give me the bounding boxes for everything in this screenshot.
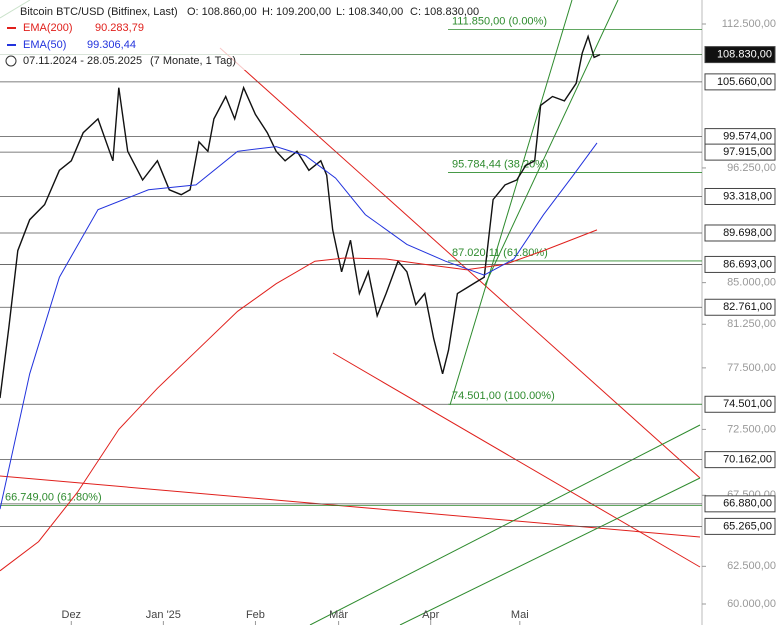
level-label: 108.830,00 (717, 49, 772, 61)
level-label: 93.318,00 (723, 190, 772, 202)
clock-icon (5, 55, 17, 67)
y-tick-label: 112.500,00 (722, 18, 776, 30)
trend-lines (0, 0, 701, 625)
legend-swatch (7, 27, 16, 29)
fib-label: 87.020,11 (61.80%) (452, 247, 548, 259)
ohlc: C: 108.830,00 (410, 6, 479, 18)
ohlc: O: 108.860,00 (187, 6, 257, 18)
ohlc: H: 109.200,00 (262, 6, 331, 18)
level-label: 89.698,00 (723, 227, 772, 239)
fib-label: 66.749,00 (61.80%) (5, 492, 102, 504)
legend-value: 90.283,79 (95, 22, 144, 34)
y-tick-label: 96.250,00 (727, 162, 776, 174)
level-label: 70.162,00 (723, 454, 772, 466)
legend: Bitcoin BTC/USD (Bitfinex, Last) O: 108.… (0, 0, 479, 70)
x-tick-label: Mai (511, 609, 529, 621)
trend-line (449, 0, 573, 406)
level-label: 74.501,00 (723, 398, 772, 410)
level-box (704, 255, 776, 273)
x-tick-label: Dez (62, 609, 82, 621)
title: Bitcoin BTC/USD (Bitfinex, Last) (20, 6, 178, 18)
legend-entry: EMA(200) (23, 22, 73, 34)
level-box (704, 224, 776, 242)
y-tick-label: 62.500,00 (727, 560, 776, 572)
x-tick-label: Jan '25 (146, 609, 181, 621)
level-label: 97.915,00 (723, 146, 772, 158)
date-range: 07.11.2024 - 28.05.2025 (23, 55, 142, 67)
fib-label: 111.850,00 (0.00%) (452, 15, 547, 27)
ema-line (0, 142, 598, 510)
level-label: 82.761,00 (723, 301, 772, 313)
level-box (704, 495, 776, 513)
legend-entry: EMA(50) (23, 39, 66, 51)
level-box (704, 46, 776, 64)
ema-line (0, 229, 598, 572)
level-label: 86.693,00 (723, 258, 772, 270)
trend-line (219, 47, 701, 479)
level-box (704, 451, 776, 469)
x-tick-label: Mär (329, 609, 348, 621)
y-tick-label: 77.500,00 (727, 362, 776, 374)
level-label: 99.574,00 (723, 131, 772, 143)
legend-value: 99.306,44 (87, 39, 136, 51)
level-label: 66.880,00 (723, 498, 772, 510)
level-box (704, 298, 776, 316)
trend-line (484, 0, 619, 286)
legend-bg (0, 0, 300, 70)
level-label: 65.265,00 (723, 520, 772, 532)
level-box (704, 143, 776, 161)
y-tick-label: 81.250,00 (727, 318, 776, 330)
level-box (704, 395, 776, 413)
level-box (704, 517, 776, 535)
level-box (704, 187, 776, 205)
x-tick-label: Apr (422, 609, 439, 621)
plot: 112.500,00 96.250,00 85.000,00 81.250,00 77.… (0, 15, 776, 625)
level-label: 105.660,00 (717, 76, 772, 88)
y-tick-label: 72.500,00 (727, 423, 776, 435)
trend-line (0, 475, 701, 538)
price-line (0, 34, 601, 399)
x-tick-label: Feb (246, 609, 265, 621)
y-tick-label: 85.000,00 (727, 277, 776, 289)
fib-label: 74.501,00 (100.00%) (452, 390, 555, 402)
date-range-note: (7 Monate, 1 Tag) (150, 55, 236, 67)
level-box (704, 73, 776, 91)
trend-line (399, 477, 701, 625)
ohlc: L: 108.340,00 (336, 6, 403, 18)
trend-line (309, 424, 701, 625)
y-tick-label: 60.000,00 (727, 598, 776, 610)
legend-swatch (7, 44, 16, 46)
